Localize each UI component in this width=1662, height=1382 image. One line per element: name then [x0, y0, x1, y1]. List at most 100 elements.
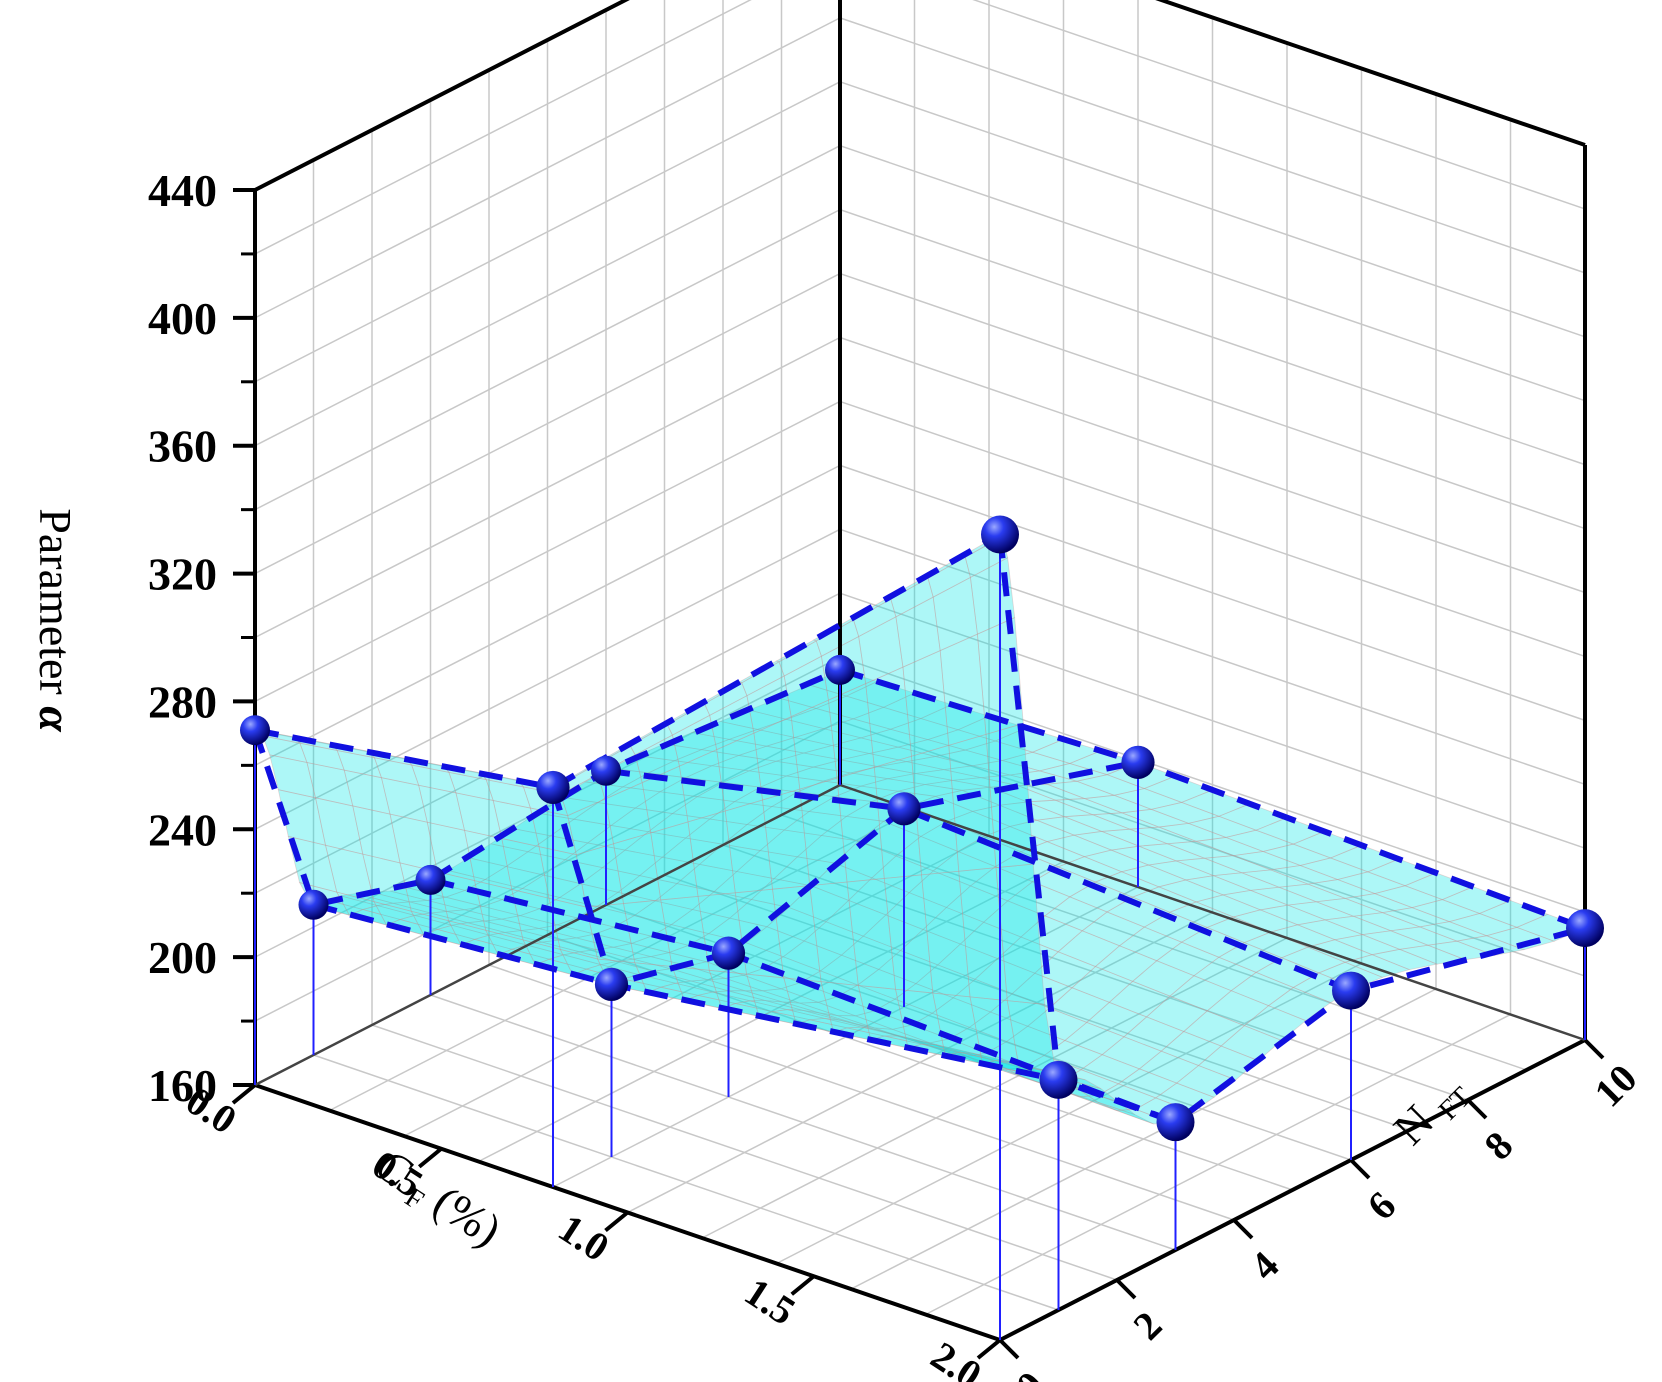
surface-patch: [899, 929, 962, 966]
surface-patch: [1011, 972, 1073, 1009]
surface-patch: [874, 1027, 931, 1044]
surface-patch: [753, 716, 801, 801]
frame-edge: [999, 1038, 1586, 1342]
surface-patch: [352, 805, 401, 864]
surface-patch: [504, 930, 559, 943]
surface-patch: [833, 840, 897, 879]
surface-patch: [759, 829, 823, 858]
series-path: [997, 534, 1586, 1126]
data-point: [825, 654, 855, 685]
grid-line: [254, 528, 841, 830]
surface-patch: [921, 1043, 974, 1054]
grid-line: [722, 844, 1469, 1101]
surface-patch: [894, 983, 955, 1014]
z-tick-label: 400: [148, 293, 217, 344]
surface-patch: [597, 754, 643, 800]
surface-patch: [1418, 921, 1489, 942]
surface-patch: [819, 954, 880, 986]
surface-patch: [1258, 904, 1327, 926]
data-point: [1566, 909, 1604, 948]
z-tick-label: 160: [148, 1060, 217, 1111]
surface-patch: [696, 782, 762, 803]
surface-patch: [824, 1017, 878, 1031]
grid-line: [839, 17, 1586, 274]
surface-patch: [596, 891, 657, 917]
surface-patch: [859, 728, 930, 748]
surface-patch: [959, 921, 1022, 960]
frame-edge: [254, 783, 841, 1087]
surface-patch: [914, 1039, 969, 1058]
surface-patch: [1075, 774, 1146, 796]
surface-patch: [799, 777, 848, 887]
surface-patch: [963, 740, 1035, 761]
surface-patch: [411, 764, 457, 794]
surface-patch: [1055, 798, 1122, 816]
surface-patch: [1336, 871, 1407, 895]
surface-patch: [564, 842, 627, 869]
data-point: [240, 715, 270, 746]
surface-patch: [856, 1023, 912, 1041]
surface-patch: [1031, 866, 1097, 898]
surface-patch: [1045, 834, 1113, 858]
surface-patch: [418, 784, 466, 831]
surface-patch: [802, 1009, 857, 1025]
surface-patch: [1243, 931, 1309, 959]
z-axis-title: Parameter α: [30, 508, 81, 733]
surface-patch: [1145, 995, 1208, 1032]
surface-patch: [430, 911, 485, 924]
surface-patch: [783, 811, 848, 836]
grid-line: [781, 814, 1527, 1071]
surface-patch: [414, 912, 468, 926]
data-point: [415, 864, 446, 895]
surface-patch: [670, 909, 731, 935]
z-tick-label: 240: [148, 804, 217, 855]
surface-patch: [613, 832, 662, 904]
surface-patch: [1316, 897, 1383, 917]
surface-patch: [847, 877, 910, 916]
surface-patch: [852, 706, 923, 730]
surface-patch: [722, 824, 786, 851]
surface-patch: [840, 935, 902, 970]
surface-patch: [446, 909, 502, 922]
surface-patch: [1180, 927, 1246, 958]
surface-patch: [691, 891, 753, 919]
surface-patch: [1224, 829, 1295, 852]
surface-patch: [1101, 1036, 1163, 1070]
surface-patch: [721, 770, 788, 788]
y-tick-label: 10: [1585, 1055, 1645, 1115]
surface-patch: [1255, 957, 1320, 988]
surface-patch: [766, 906, 827, 942]
surface-patch: [1241, 869, 1309, 888]
drop-lines: [254, 534, 1586, 1340]
surface-patch: [793, 728, 862, 746]
surface-patch: [700, 738, 767, 756]
surface-patch: [1034, 951, 1097, 989]
surface-patch: [269, 754, 317, 799]
surface-patch: [542, 859, 604, 885]
surface-patch: [641, 765, 689, 834]
surface-patch: [871, 855, 935, 894]
surface-patch: [803, 745, 870, 761]
surface-patch: [451, 922, 505, 936]
surface-patch: [324, 844, 375, 903]
surface-patch: [1410, 899, 1481, 923]
surface-patch: [1138, 843, 1205, 862]
surface-patch: [654, 883, 716, 910]
surface-patch: [968, 1011, 1029, 1042]
grid-line: [254, 336, 841, 639]
y-tick: [1349, 1158, 1371, 1180]
x-tick-label: 2.0: [923, 1333, 989, 1382]
data-point: [711, 936, 746, 970]
surface-patch: [799, 970, 859, 998]
surface-patch: [646, 760, 714, 779]
surface-patch: [485, 779, 532, 809]
surface-patch: [1343, 893, 1414, 914]
grid-line: [972, 0, 1586, 210]
surface-patch: [1169, 975, 1233, 1012]
surface-patch: [673, 749, 741, 767]
surface-patch: [1455, 935, 1526, 956]
surface-patch: [796, 835, 860, 864]
surface-patch: [831, 737, 899, 754]
surface-patch: [1064, 814, 1131, 832]
surface-patch: [1333, 934, 1402, 956]
